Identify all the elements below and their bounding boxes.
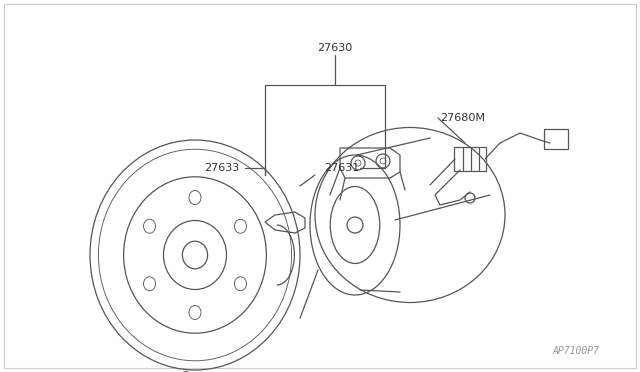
Text: 27633: 27633 [204, 163, 239, 173]
Text: 27630: 27630 [317, 43, 353, 53]
Text: 27680M: 27680M [440, 113, 485, 123]
Text: AP7100P7: AP7100P7 [553, 346, 600, 356]
Text: 27631: 27631 [324, 163, 360, 173]
